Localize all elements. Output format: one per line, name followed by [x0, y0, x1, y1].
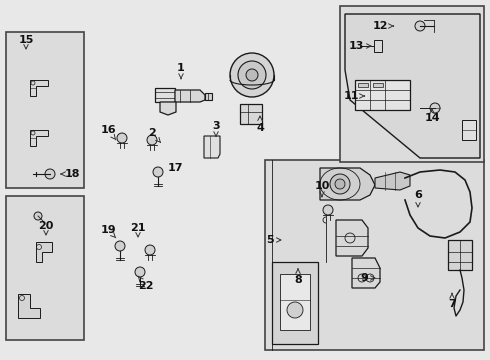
Polygon shape [175, 90, 205, 102]
Text: 17: 17 [167, 163, 183, 173]
Polygon shape [30, 130, 48, 146]
Circle shape [230, 53, 274, 97]
Circle shape [238, 61, 266, 89]
Circle shape [34, 212, 42, 220]
Polygon shape [352, 258, 380, 288]
Polygon shape [358, 83, 368, 87]
Text: 4: 4 [256, 116, 264, 133]
Circle shape [246, 69, 258, 81]
Circle shape [415, 21, 425, 31]
Polygon shape [240, 104, 262, 124]
Polygon shape [375, 172, 410, 190]
Polygon shape [355, 80, 410, 110]
Text: 20: 20 [38, 221, 54, 235]
Bar [265, 160, 484, 350]
Polygon shape [336, 220, 368, 256]
Text: 7: 7 [448, 293, 456, 309]
Polygon shape [160, 102, 176, 115]
Text: 22: 22 [138, 276, 154, 291]
Text: 2: 2 [148, 128, 161, 143]
Text: 8: 8 [294, 269, 302, 285]
Polygon shape [18, 294, 40, 318]
Polygon shape [345, 14, 480, 158]
Text: 14: 14 [424, 109, 440, 123]
Polygon shape [374, 40, 382, 52]
Polygon shape [205, 93, 212, 100]
Polygon shape [204, 136, 220, 158]
Circle shape [135, 267, 145, 277]
Bar [6, 196, 84, 340]
Circle shape [153, 167, 163, 177]
Circle shape [335, 179, 345, 189]
Circle shape [287, 302, 303, 318]
Circle shape [117, 133, 127, 143]
Text: 19: 19 [100, 225, 116, 238]
Polygon shape [155, 88, 175, 102]
Text: 15: 15 [18, 35, 34, 49]
Polygon shape [462, 120, 476, 140]
Polygon shape [373, 83, 383, 87]
Text: 16: 16 [100, 125, 116, 140]
Circle shape [430, 103, 440, 113]
Text: 1: 1 [177, 63, 185, 78]
Text: 9: 9 [360, 273, 375, 283]
Text: 5: 5 [266, 235, 281, 245]
Bar [6, 32, 84, 188]
Text: 6: 6 [414, 190, 422, 207]
Polygon shape [320, 168, 375, 200]
Polygon shape [272, 262, 318, 344]
Text: 18: 18 [61, 169, 80, 179]
Circle shape [330, 174, 350, 194]
Polygon shape [30, 80, 48, 96]
Circle shape [323, 205, 333, 215]
Circle shape [45, 169, 55, 179]
Circle shape [115, 241, 125, 251]
Text: 3: 3 [212, 121, 220, 137]
Polygon shape [36, 242, 52, 262]
Text: 12: 12 [372, 21, 393, 31]
Text: 21: 21 [130, 223, 146, 237]
Polygon shape [280, 274, 310, 330]
Text: 10: 10 [314, 181, 330, 197]
Text: 11: 11 [343, 91, 365, 101]
Polygon shape [448, 240, 472, 270]
Bar [340, 6, 484, 162]
Circle shape [147, 135, 157, 145]
Text: 13: 13 [348, 41, 371, 51]
Circle shape [145, 245, 155, 255]
